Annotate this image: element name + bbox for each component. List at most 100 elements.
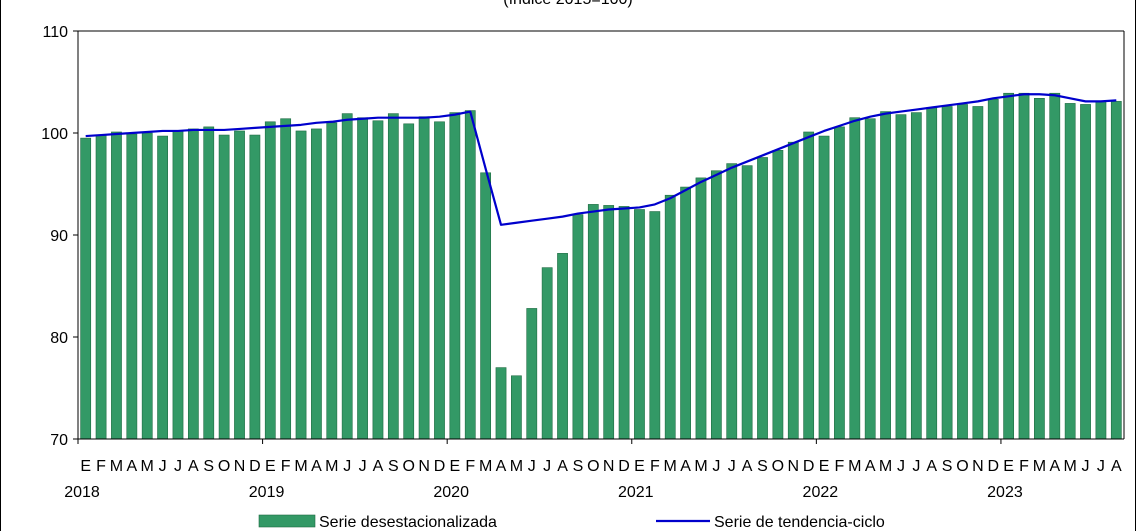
bar [264, 121, 276, 440]
bar [941, 106, 953, 440]
x-tick-label: J [712, 458, 720, 475]
x-tick-label: N [603, 458, 615, 475]
legend-label: Serie desestacionalizada [319, 514, 497, 531]
bar [910, 112, 922, 440]
chart-subtitle: (índice 2015=100) [503, 0, 632, 8]
x-tick-label: M [1063, 458, 1076, 475]
bar [572, 214, 584, 440]
x-year-label: 2020 [433, 484, 469, 501]
x-tick-label: S [942, 458, 953, 475]
bar [818, 135, 830, 440]
x-tick-label: M [694, 458, 707, 475]
bar [618, 206, 630, 440]
bar [710, 170, 722, 440]
x-tick-label: J [174, 458, 182, 475]
x-tick-label: S [757, 458, 768, 475]
x-tick-label: F [1019, 458, 1029, 475]
x-tick-label: A [188, 458, 199, 475]
bar [957, 104, 968, 440]
bar [434, 121, 445, 440]
x-tick-label: M [325, 458, 338, 475]
bar [157, 135, 168, 440]
x-tick-label: A [127, 458, 138, 475]
x-tick-label: O [402, 458, 414, 475]
x-tick-label: M [879, 458, 892, 475]
x-tick-label: A [373, 458, 384, 475]
x-tick-label: S [203, 458, 214, 475]
bar [511, 375, 522, 440]
x-tick-label: J [897, 458, 905, 475]
x-tick-label: M [510, 458, 523, 475]
x-tick-label: N [972, 458, 984, 475]
bar [311, 128, 322, 440]
x-tick-label: A [1111, 458, 1122, 475]
bar [80, 137, 92, 440]
x-tick-label: A [311, 458, 322, 475]
bar [1003, 92, 1015, 440]
x-year-label: 2023 [987, 484, 1023, 501]
bar [341, 113, 353, 440]
x-tick-label: M [479, 458, 492, 475]
x-tick-label: A [865, 458, 876, 475]
x-tick-label: S [388, 458, 399, 475]
bar [1018, 92, 1030, 440]
bar [95, 134, 107, 440]
x-tick-label: M [1033, 458, 1046, 475]
bar [587, 204, 599, 440]
x-tick-label: S [573, 458, 584, 475]
x-tick-label: A [742, 458, 753, 475]
x-tick-label: A [680, 458, 691, 475]
bar [480, 172, 492, 440]
x-tick-label: J [728, 458, 736, 475]
bar [849, 117, 861, 440]
bar [372, 120, 384, 440]
bar [634, 209, 645, 440]
bar [449, 112, 461, 440]
x-tick-label: D [803, 458, 815, 475]
x-tick-label: J [1082, 458, 1090, 475]
x-tick-label: E [819, 458, 830, 475]
x-tick-label: E [450, 458, 461, 475]
bar [203, 126, 215, 440]
x-tick-label: J [359, 458, 367, 475]
y-tick-label: 90 [50, 228, 68, 245]
x-tick-label: M [110, 458, 123, 475]
bar [680, 186, 691, 440]
x-tick-label: J [912, 458, 920, 475]
bar [1049, 92, 1061, 440]
x-tick-label: F [650, 458, 660, 475]
bar [249, 134, 261, 440]
bar [357, 117, 368, 440]
bar [803, 131, 815, 440]
bar [403, 123, 415, 440]
bar [295, 130, 307, 440]
x-tick-label: D [249, 458, 261, 475]
bar [187, 128, 199, 440]
x-tick-label: E [1003, 458, 1014, 475]
bar [834, 126, 845, 440]
bar [126, 133, 138, 440]
x-tick-label: A [1049, 458, 1060, 475]
x-tick-label: J [343, 458, 351, 475]
x-tick-label: A [496, 458, 507, 475]
bar [1080, 104, 1091, 440]
bar [464, 110, 476, 440]
bar [880, 111, 891, 440]
x-tick-label: F [281, 458, 291, 475]
bar [695, 177, 707, 440]
x-tick-label: D [434, 458, 446, 475]
bar [741, 165, 753, 440]
x-tick-label: N [234, 458, 246, 475]
bar [526, 308, 538, 440]
x-tick-label: O [956, 458, 968, 475]
x-tick-label: A [557, 458, 568, 475]
x-tick-label: O [587, 458, 599, 475]
bar [280, 118, 292, 440]
x-tick-label: E [265, 458, 276, 475]
bar [218, 134, 230, 440]
bar [557, 253, 568, 440]
bar [387, 113, 399, 440]
plot-area [78, 31, 1124, 440]
bar [987, 99, 999, 440]
